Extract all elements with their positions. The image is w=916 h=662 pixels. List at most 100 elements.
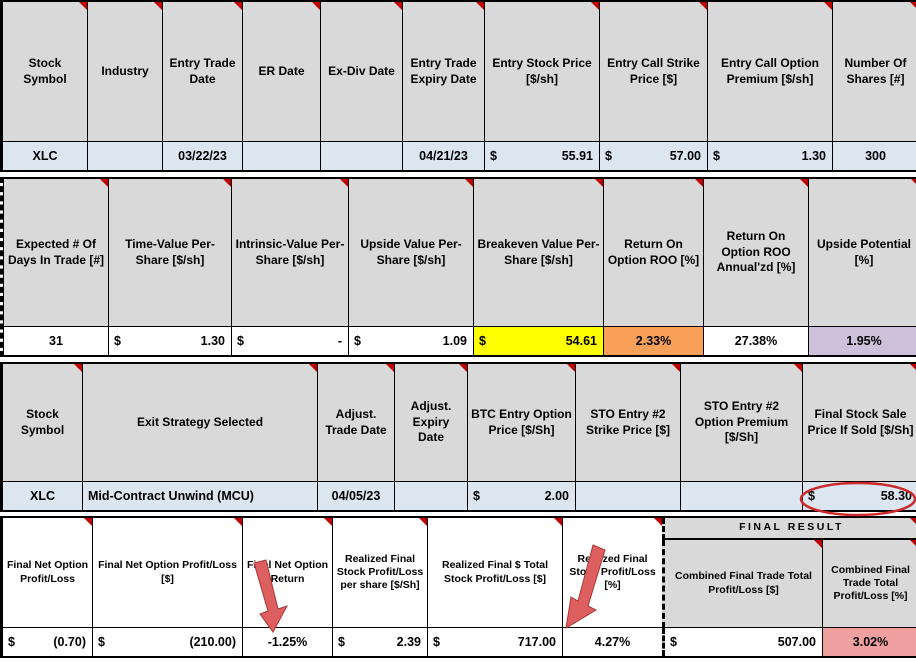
cell-value: 54.61 <box>565 334 597 348</box>
cell-value: 717.00 <box>517 635 556 649</box>
cell-value: 57.00 <box>669 149 701 163</box>
s4-header-combined-total-pl-percent[interactable]: Combined Final Trade Total Profit/Loss [… <box>822 540 916 628</box>
cell-value: (210.00) <box>189 635 236 649</box>
s3-header-final-stock-sale-price[interactable]: Final Stock Sale Price If Sold [$/Sh] <box>802 364 916 482</box>
s1-cell-entry-trade-date[interactable]: 03/22/23 <box>162 142 242 170</box>
s1-cell-number-of-shares[interactable]: 300 <box>832 142 916 170</box>
s2-header-expected-days-in-trade[interactable]: Expected # Of Days In Trade [#] <box>3 179 108 327</box>
s4-header-combined-total-pl-dollars[interactable]: Combined Final Trade Total Profit/Loss [… <box>662 540 822 628</box>
s4-header-final-net-option-pl-dollars[interactable]: Final Net Option Profit/Loss [$] <box>92 518 242 628</box>
s2-header-intrinsic-value-per-share[interactable]: Intrinsic-Value Per-Share [$/sh] <box>231 179 348 327</box>
s3-header-adjust-trade-date[interactable]: Adjust. Trade Date <box>317 364 394 482</box>
s4-cell-combined-total-pl-dollars[interactable]: $ 507.00 <box>662 628 822 656</box>
currency-symbol: $ <box>490 149 497 163</box>
currency-symbol: $ <box>713 149 720 163</box>
s1-header-ex-div-date[interactable]: Ex-Div Date <box>320 2 402 142</box>
s4-cell-combined-total-pl-percent[interactable]: 3.02% <box>822 628 916 656</box>
s1-header-entry-stock-price[interactable]: Entry Stock Price [$/sh] <box>484 2 599 142</box>
s1-header-er-date[interactable]: ER Date <box>242 2 320 142</box>
s2-cell-time-value-per-share[interactable]: $ 1.30 <box>108 327 231 355</box>
s2-cell-expected-days-in-trade[interactable]: 31 <box>3 327 108 355</box>
cell-value: 55.91 <box>561 149 593 163</box>
cell-value: 507.00 <box>777 635 816 649</box>
s4-cell-final-net-option-pl-dollars[interactable]: $ (210.00) <box>92 628 242 656</box>
s1-cell-entry-call-option-premium[interactable]: $ 1.30 <box>707 142 832 170</box>
s1-header-stock-symbol[interactable]: Stock Symbol <box>2 2 87 142</box>
s1-cell-er-date[interactable] <box>242 142 320 170</box>
s2-header-roo-annualized[interactable]: Return On Option ROO Annual'zd [%] <box>703 179 808 327</box>
s4-cell-final-net-option-pl-per-share[interactable]: $ (0.70) <box>2 628 92 656</box>
currency-symbol: $ <box>338 635 345 649</box>
s1-header-entry-trade-expiry-date[interactable]: Entry Trade Expiry Date <box>402 2 484 142</box>
s2-header-breakeven-value-per-share[interactable]: Breakeven Value Per-Share [$/sh] <box>473 179 603 327</box>
currency-symbol: $ <box>354 334 361 348</box>
s2-cell-upside-potential[interactable]: 1.95% <box>808 327 916 355</box>
currency-symbol: $ <box>98 635 105 649</box>
s3-cell-stock-symbol[interactable]: XLC <box>2 482 82 510</box>
s2-cell-return-on-option-roo[interactable]: 2.33% <box>603 327 703 355</box>
s1-header-entry-trade-date[interactable]: Entry Trade Date <box>162 2 242 142</box>
currency-symbol: $ <box>237 334 244 348</box>
currency-symbol: $ <box>473 489 480 503</box>
s4-header-realized-total-stock-pl[interactable]: Realized Final $ Total Stock Profit/Loss… <box>427 518 562 628</box>
cell-value: 2.00 <box>544 489 569 503</box>
s3-cell-btc-entry-option-price[interactable]: $ 2.00 <box>467 482 575 510</box>
cell-value: 1.30 <box>801 149 826 163</box>
s2-header-return-on-option-roo[interactable]: Return On Option ROO [%] <box>603 179 703 327</box>
cell-value: 1.30 <box>200 334 225 348</box>
s3-header-exit-strategy-selected[interactable]: Exit Strategy Selected <box>82 364 317 482</box>
s4-header-realized-stock-pl-percent[interactable]: Realized Final Stock Profit/Loss [%] <box>562 518 662 628</box>
s3-cell-final-stock-sale-price[interactable]: $ 58.30 <box>802 482 916 510</box>
s3-header-sto-entry2-strike-price[interactable]: STO Entry #2 Strike Price [$] <box>575 364 680 482</box>
s3-cell-adjust-expiry-date[interactable] <box>394 482 467 510</box>
s1-header-number-of-shares[interactable]: Number Of Shares [#] <box>832 2 916 142</box>
s1-cell-entry-call-strike-price[interactable]: $ 57.00 <box>599 142 707 170</box>
s2-cell-upside-value-per-share[interactable]: $ 1.09 <box>348 327 473 355</box>
final-result-banner: FINAL RESULT <box>662 518 916 540</box>
s4-cell-realized-stock-pl-percent[interactable]: 4.27% <box>562 628 662 656</box>
currency-symbol: $ <box>114 334 121 348</box>
s2-header-time-value-per-share[interactable]: Time-Value Per-Share [$/sh] <box>108 179 231 327</box>
s1-cell-ex-div-date[interactable] <box>320 142 402 170</box>
s3-cell-sto-entry2-strike-price[interactable] <box>575 482 680 510</box>
s3-cell-adjust-trade-date[interactable]: 04/05/23 <box>317 482 394 510</box>
cell-value: 2.39 <box>396 635 421 649</box>
s2-cell-breakeven-value-per-share[interactable]: $ 54.61 <box>473 327 603 355</box>
s2-cell-roo-annualized[interactable]: 27.38% <box>703 327 808 355</box>
currency-symbol: $ <box>670 635 677 649</box>
currency-symbol: $ <box>808 489 815 503</box>
s1-header-entry-call-strike-price[interactable]: Entry Call Strike Price [$] <box>599 2 707 142</box>
s4-header-final-net-option-return[interactable]: Final Net Option Return <box>242 518 332 628</box>
s4-cell-final-net-option-return[interactable]: -1.25% <box>242 628 332 656</box>
s3-cell-sto-entry2-option-premium[interactable] <box>680 482 802 510</box>
s4-header-realized-stock-pl-per-share[interactable]: Realized Final Stock Profit/Loss per sha… <box>332 518 427 628</box>
s1-header-entry-call-option-premium[interactable]: Entry Call Option Premium [$/sh] <box>707 2 832 142</box>
s1-header-industry[interactable]: Industry <box>87 2 162 142</box>
s4-header-final-net-option-pl-per-share[interactable]: Final Net Option Profit/Loss <box>2 518 92 628</box>
s3-cell-exit-strategy-selected[interactable]: Mid-Contract Unwind (MCU) <box>82 482 317 510</box>
s2-header-upside-value-per-share[interactable]: Upside Value Per-Share [$/sh] <box>348 179 473 327</box>
cell-value: 1.09 <box>442 334 467 348</box>
s3-header-adjust-expiry-date[interactable]: Adjust. Expiry Date <box>394 364 467 482</box>
s3-header-stock-symbol[interactable]: Stock Symbol <box>2 364 82 482</box>
s1-cell-stock-symbol[interactable]: XLC <box>2 142 87 170</box>
trade-metrics-section: Expected # Of Days In Trade [#] Time-Val… <box>0 177 916 357</box>
entry-trade-section: Stock Symbol Industry Entry Trade Date E… <box>0 0 916 172</box>
s3-header-sto-entry2-option-premium[interactable]: STO Entry #2 Option Premium [$/Sh] <box>680 364 802 482</box>
currency-symbol: $ <box>479 334 486 348</box>
cell-value: - <box>337 334 342 348</box>
s1-cell-entry-trade-expiry-date[interactable]: 04/21/23 <box>402 142 484 170</box>
currency-symbol: $ <box>605 149 612 163</box>
final-results-section: Final Net Option Profit/Loss Final Net O… <box>0 516 916 658</box>
cell-value: (0.70) <box>53 635 86 649</box>
s3-header-btc-entry-option-price[interactable]: BTC Entry Option Price [$/Sh] <box>467 364 575 482</box>
s2-cell-intrinsic-value-per-share[interactable]: $ - <box>231 327 348 355</box>
s1-cell-industry[interactable] <box>87 142 162 170</box>
currency-symbol: $ <box>8 635 15 649</box>
exit-strategy-section: Stock Symbol Exit Strategy Selected Adju… <box>0 362 916 512</box>
s2-header-upside-potential[interactable]: Upside Potential [%] <box>808 179 916 327</box>
s4-cell-realized-total-stock-pl[interactable]: $ 717.00 <box>427 628 562 656</box>
s4-cell-realized-stock-pl-per-share[interactable]: $ 2.39 <box>332 628 427 656</box>
s1-cell-entry-stock-price[interactable]: $ 55.91 <box>484 142 599 170</box>
